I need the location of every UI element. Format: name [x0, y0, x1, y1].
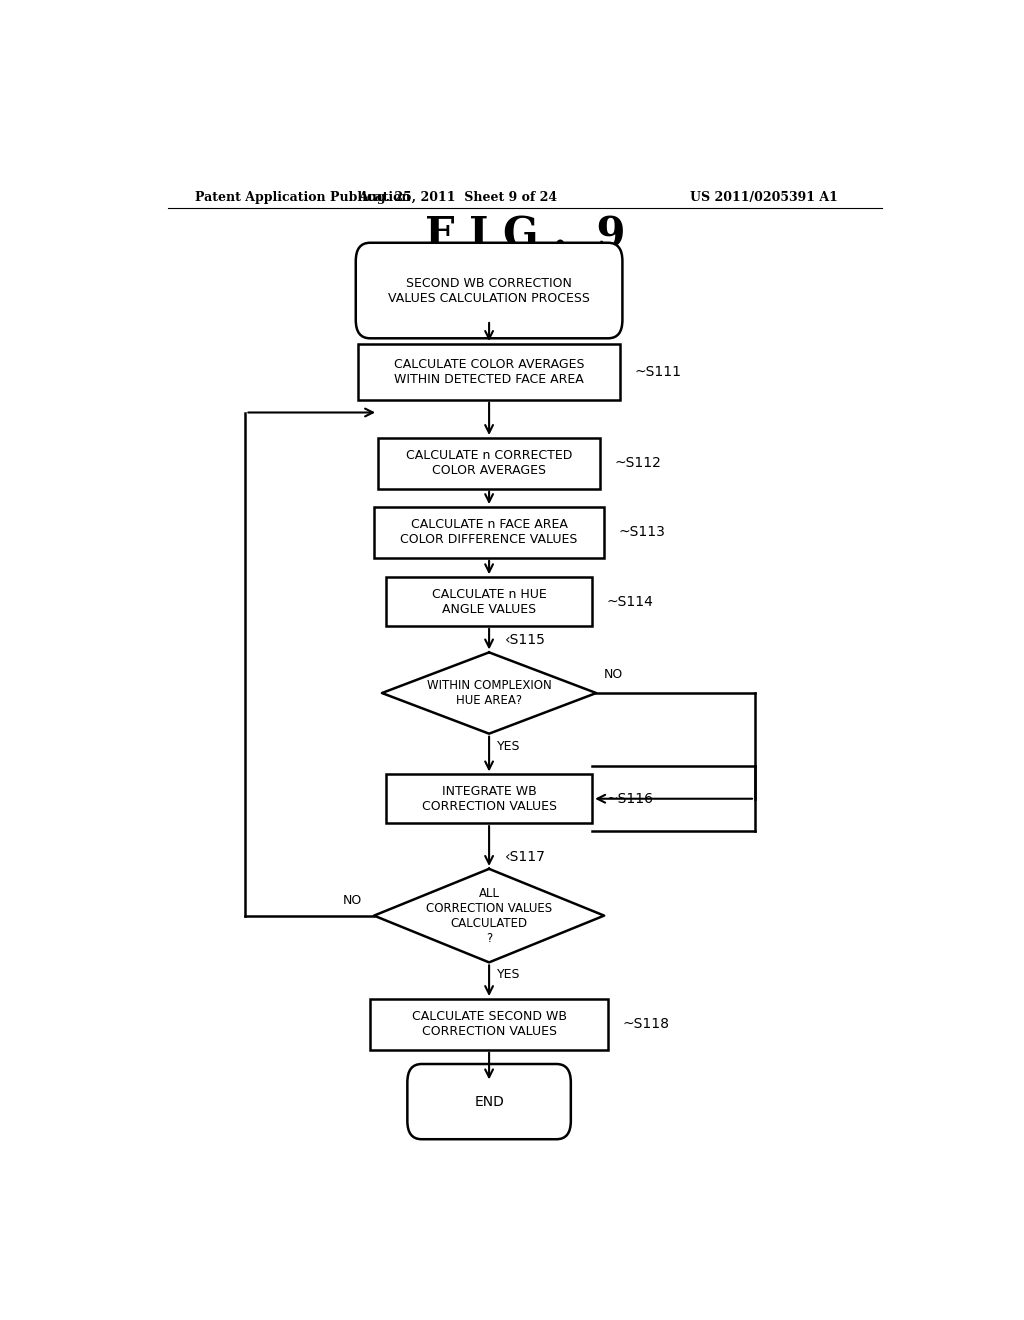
Text: YES: YES	[497, 739, 520, 752]
Text: ~S116: ~S116	[606, 792, 653, 805]
Text: YES: YES	[497, 969, 520, 982]
Text: END: END	[474, 1094, 504, 1109]
FancyBboxPatch shape	[408, 1064, 570, 1139]
Text: INTEGRATE WB
CORRECTION VALUES: INTEGRATE WB CORRECTION VALUES	[422, 784, 557, 813]
Text: ‹S117: ‹S117	[505, 850, 546, 863]
Bar	[386, 577, 592, 626]
Text: WITHIN COMPLEXION
HUE AREA?: WITHIN COMPLEXION HUE AREA?	[427, 678, 552, 708]
Text: F I G .  9: F I G . 9	[425, 215, 625, 256]
Bar	[370, 999, 608, 1049]
Text: Aug. 25, 2011  Sheet 9 of 24: Aug. 25, 2011 Sheet 9 of 24	[357, 190, 557, 203]
Text: ~S118: ~S118	[623, 1018, 670, 1031]
Text: CALCULATE COLOR AVERAGES
WITHIN DETECTED FACE AREA: CALCULATE COLOR AVERAGES WITHIN DETECTED…	[394, 358, 585, 385]
Text: ALL
CORRECTION VALUES
CALCULATED
?: ALL CORRECTION VALUES CALCULATED ?	[426, 887, 552, 945]
Text: Patent Application Publication: Patent Application Publication	[196, 190, 411, 203]
Text: CALCULATE n FACE AREA
COLOR DIFFERENCE VALUES: CALCULATE n FACE AREA COLOR DIFFERENCE V…	[400, 519, 578, 546]
Text: ‹S115: ‹S115	[505, 634, 546, 647]
Text: CALCULATE n CORRECTED
COLOR AVERAGES: CALCULATE n CORRECTED COLOR AVERAGES	[406, 449, 572, 478]
Text: CALCULATE n HUE
ANGLE VALUES: CALCULATE n HUE ANGLE VALUES	[432, 587, 547, 615]
Bar	[374, 507, 604, 558]
Bar	[358, 345, 621, 400]
Bar	[386, 775, 592, 824]
Text: CALCULATE SECOND WB
CORRECTION VALUES: CALCULATE SECOND WB CORRECTION VALUES	[412, 1010, 566, 1039]
Bar	[378, 438, 600, 488]
Text: ~S112: ~S112	[614, 457, 662, 470]
Text: SECOND WB CORRECTION
VALUES CALCULATION PROCESS: SECOND WB CORRECTION VALUES CALCULATION …	[388, 276, 590, 305]
Text: ~S111: ~S111	[634, 364, 681, 379]
Polygon shape	[374, 869, 604, 962]
Text: ~S114: ~S114	[606, 594, 653, 609]
FancyBboxPatch shape	[355, 243, 623, 338]
Text: NO: NO	[342, 894, 361, 907]
Text: US 2011/0205391 A1: US 2011/0205391 A1	[690, 190, 839, 203]
Text: NO: NO	[604, 668, 624, 681]
Text: ~S113: ~S113	[618, 525, 666, 540]
Polygon shape	[382, 652, 596, 734]
